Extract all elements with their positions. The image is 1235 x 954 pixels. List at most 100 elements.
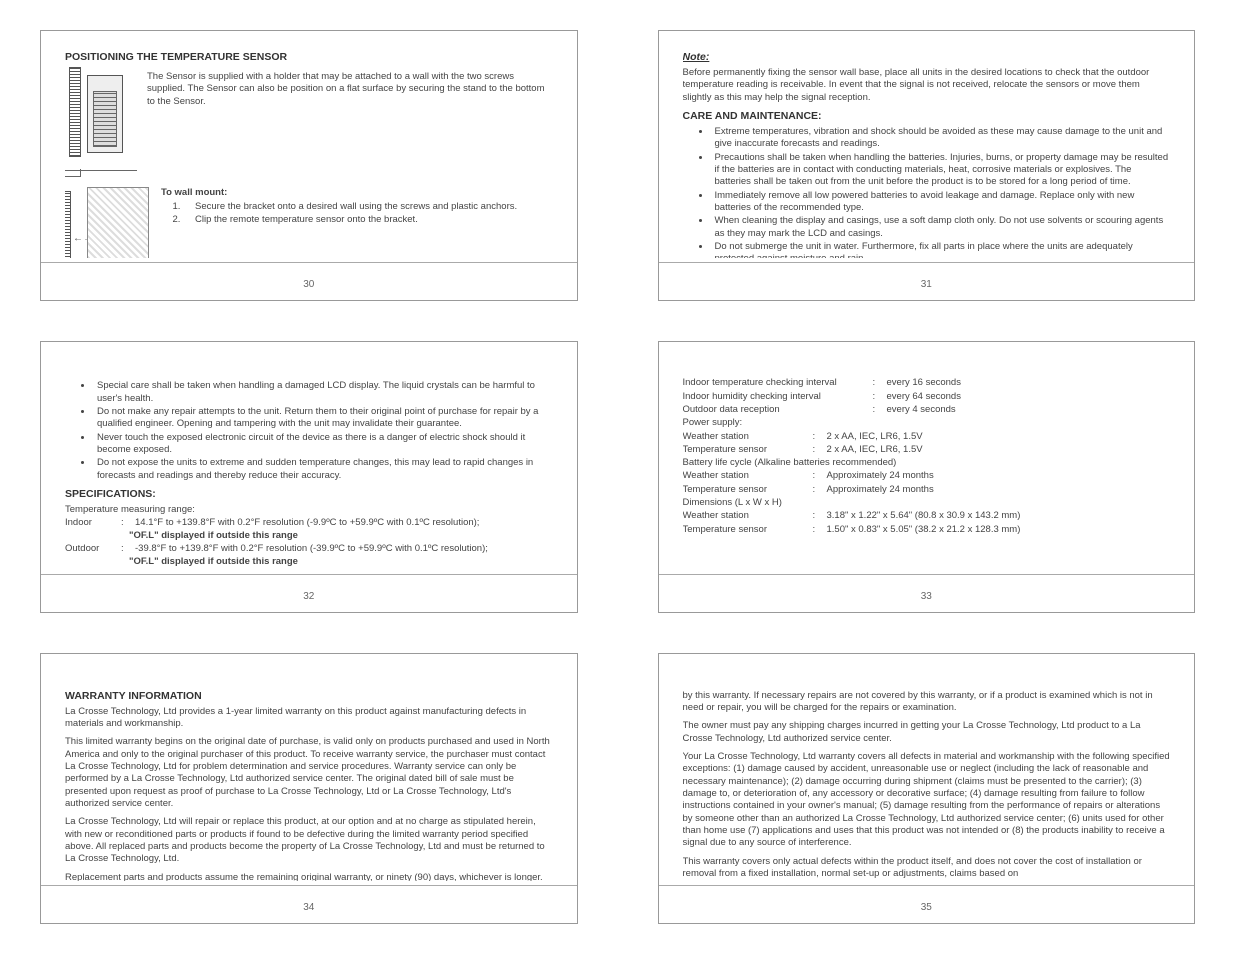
page-35-content: by this warranty. If necessary repairs a…	[683, 674, 1171, 881]
colon: :	[873, 390, 887, 403]
dimensions-label: Dimensions (L x W x H)	[683, 496, 1171, 509]
kv-row: Temperature sensor:1.50" x 0.83" x 5.05"…	[683, 523, 1171, 536]
kv-val: Approximately 24 months	[827, 469, 1171, 482]
page-separator	[659, 262, 1195, 263]
page-32: Special care shall be taken when handlin…	[40, 341, 578, 612]
spec-indoor-row: Indoor : 14.1°F to +139.8°F with 0.2°F r…	[65, 517, 553, 530]
kv-key: Weather station	[683, 430, 813, 443]
kv-row: Outdoor data reception:every 4 seconds	[683, 403, 1171, 416]
page-34-content: WARRANTY INFORMATION La Crosse Technolog…	[65, 674, 553, 881]
kv-row: Weather station:2 x AA, IEC, LR6, 1.5V	[683, 430, 1171, 443]
kv-key: Weather station	[683, 509, 813, 522]
kv-val: 2 x AA, IEC, LR6, 1.5V	[827, 443, 1171, 456]
kv-val: every 64 seconds	[887, 390, 1171, 403]
colon: :	[873, 376, 887, 389]
warranty-p3: Your La Crosse Technology, Ltd warranty …	[683, 751, 1171, 850]
kv-key: Indoor temperature checking interval	[683, 376, 873, 389]
warranty-title: WARRANTY INFORMATION	[65, 690, 553, 702]
page-separator	[41, 885, 577, 886]
humidity-value: 20% to 95% with 1% resolution (displays …	[262, 569, 552, 570]
kv-key: Temperature sensor	[683, 443, 813, 456]
care-item: Precautions shall be taken when handling…	[711, 152, 1171, 189]
care-item: Do not make any repair attempts to the u…	[93, 406, 553, 431]
specifications-title: SPECIFICATIONS:	[65, 488, 553, 500]
sensor-device-illustration	[65, 67, 137, 177]
care-item: Extreme temperatures, vibration and shoc…	[711, 126, 1171, 151]
kv-val: every 16 seconds	[887, 376, 1171, 389]
warranty-p3: La Crosse Technology, Ltd will repair or…	[65, 816, 553, 865]
humidity-label: Indoor relative humidity measuring range	[65, 569, 237, 570]
warranty-p2: This limited warranty begins on the orig…	[65, 736, 553, 810]
colon: :	[873, 403, 887, 416]
page-number: 31	[683, 273, 1171, 292]
outdoor-value: -39.8°F to +139.8°F with 0.2°F resolutio…	[135, 543, 553, 556]
kv-val: 1.50" x 0.83" x 5.05" (38.2 x 21.2 x 128…	[827, 523, 1171, 536]
care-item: Do not expose the units to extreme and s…	[93, 457, 553, 482]
warranty-p4: This warranty covers only actual defects…	[683, 856, 1171, 881]
humidity-row: Indoor relative humidity measuring range…	[65, 569, 553, 570]
colon: :	[813, 483, 827, 496]
note-title: Note:	[683, 51, 1171, 63]
kv-val: 3.18" x 1.22" x 5.64" (80.8 x 30.9 x 143…	[827, 509, 1171, 522]
positioning-title: POSITIONING THE TEMPERATURE SENSOR	[65, 51, 553, 63]
wall-step-1: Secure the bracket onto a desired wall u…	[183, 201, 553, 213]
kv-key: Outdoor data reception	[683, 403, 873, 416]
page-33: Indoor temperature checking interval:eve…	[658, 341, 1196, 612]
outdoor-note: "OF.L" displayed if outside this range	[129, 556, 298, 567]
page-32-content: Special care shall be taken when handlin…	[65, 362, 553, 569]
kv-key: Temperature sensor	[683, 523, 813, 536]
page-35: by this warranty. If necessary repairs a…	[658, 653, 1196, 924]
page-31: Note: Before permanently fixing the sens…	[658, 30, 1196, 301]
kv-row: Weather station:3.18" x 1.22" x 5.64" (8…	[683, 509, 1171, 522]
kv-row: Indoor temperature checking interval:eve…	[683, 376, 1171, 389]
power-supply-label: Power supply:	[683, 416, 1171, 429]
warranty-p4: Replacement parts and products assume th…	[65, 872, 553, 881]
page-number: 35	[683, 896, 1171, 915]
kv-key: Weather station	[683, 469, 813, 482]
colon: :	[243, 569, 256, 570]
colon: :	[813, 509, 827, 522]
indoor-note: "OF.L" displayed if outside this range	[129, 530, 298, 541]
care-item: Do not submerge the unit in water. Furth…	[711, 241, 1171, 258]
page-number: 32	[65, 585, 553, 604]
warranty-p1: La Crosse Technology, Ltd provides a 1-y…	[65, 706, 553, 731]
battery-life-label: Battery life cycle (Alkaline batteries r…	[683, 456, 1171, 469]
kv-row: Weather station:Approximately 24 months	[683, 469, 1171, 482]
page-number: 34	[65, 896, 553, 915]
page-33-content: Indoor temperature checking interval:eve…	[683, 362, 1171, 569]
outdoor-label: Outdoor	[65, 543, 115, 556]
kv-key: Temperature sensor	[683, 483, 813, 496]
warranty-p2: The owner must pay any shipping charges …	[683, 720, 1171, 745]
warranty-p1: by this warranty. If necessary repairs a…	[683, 690, 1171, 715]
care-item: Special care shall be taken when handlin…	[93, 380, 553, 405]
indoor-value: 14.1°F to +139.8°F with 0.2°F resolution…	[135, 517, 553, 530]
page-separator	[41, 574, 577, 575]
kv-val: Approximately 24 months	[827, 483, 1171, 496]
kv-val: 2 x AA, IEC, LR6, 1.5V	[827, 430, 1171, 443]
colon: :	[121, 517, 129, 530]
care-item: Never touch the exposed electronic circu…	[93, 432, 553, 457]
care-list-continued: Special care shall be taken when handlin…	[93, 380, 553, 482]
wall-step-2: Clip the remote temperature sensor onto …	[183, 214, 553, 226]
kv-row: Temperature sensor:Approximately 24 mont…	[683, 483, 1171, 496]
kv-row: Temperature sensor:2 x AA, IEC, LR6, 1.5…	[683, 443, 1171, 456]
wall-mount-illustration: ←→	[65, 187, 151, 258]
colon: :	[813, 523, 827, 536]
kv-key: Indoor humidity checking interval	[683, 390, 873, 403]
spec-outdoor-row: Outdoor : -39.8°F to +139.8°F with 0.2°F…	[65, 543, 553, 556]
indoor-label: Indoor	[65, 517, 115, 530]
page-separator	[659, 885, 1195, 886]
note-body: Before permanently fixing the sensor wal…	[683, 67, 1171, 104]
colon: :	[813, 443, 827, 456]
page-number: 33	[683, 585, 1171, 604]
temp-range-label: Temperature measuring range:	[65, 504, 553, 516]
care-item: Immediately remove all low powered batte…	[711, 190, 1171, 215]
care-list: Extreme temperatures, vibration and shoc…	[711, 126, 1171, 258]
care-item: When cleaning the display and casings, u…	[711, 215, 1171, 240]
colon: :	[121, 543, 129, 556]
care-maintenance-title: CARE AND MAINTENANCE:	[683, 110, 1171, 122]
wall-mount-steps: Secure the bracket onto a desired wall u…	[183, 201, 553, 226]
page-31-content: Note: Before permanently fixing the sens…	[683, 51, 1171, 258]
kv-val: every 4 seconds	[887, 403, 1171, 416]
page-30: POSITIONING THE TEMPERATURE SENSOR The S…	[40, 30, 578, 301]
